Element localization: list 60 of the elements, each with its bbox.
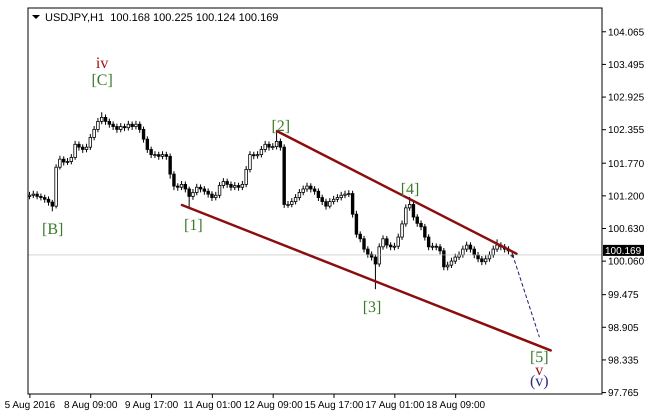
candlestick [119,122,122,133]
candlestick [472,246,476,259]
candlestick [274,132,278,150]
annotation: [C] [91,72,113,89]
candlestick [442,247,446,271]
candlestick [195,183,198,196]
candlestick [461,245,465,258]
candlestick [324,198,328,210]
candlestick [309,182,312,193]
x-tick-label: 11 Aug 01:00 [183,400,242,411]
x-tick-label: 15 Aug 17:00 [304,400,364,411]
candlestick [104,114,108,126]
candlestick [305,182,309,192]
y-tick-label: 97.765 [608,388,640,400]
y-tick-label: 104.065 [608,27,645,38]
annotation: iv [96,55,108,72]
candlestick [484,254,488,266]
x-tick-label: 17 Aug 01:00 [365,400,425,411]
candlestick [290,198,294,208]
candlestick [210,190,214,202]
x-tick-label: 12 Aug 09:00 [244,400,304,411]
annotation: [1] [184,217,203,234]
candlestick [480,255,484,266]
y-tick-label: 99.475 [608,290,640,302]
annotation: [4] [400,181,420,198]
y-tick-label: 100.630 [608,224,645,236]
candlestick [62,156,66,166]
annotation: [3] [362,299,382,316]
candlestick [225,178,229,188]
y-tick-label: 100.060 [608,256,645,268]
y-tick-label: 98.905 [608,322,640,334]
candlestick [191,188,195,200]
candlestick [180,180,184,191]
annotation: [2] [271,118,290,135]
candlestick [328,198,332,209]
y-tick-label: 101.770 [608,158,645,170]
y-tick-label: 102.925 [608,92,645,104]
candlestick [468,242,472,254]
candlestick [73,140,77,160]
x-tick-label: 5 Aug 2016 [4,400,56,411]
y-tick-label: 102.355 [608,125,645,136]
x-tick-label: 18 Aug 09:00 [426,400,486,411]
y-tick-label: 103.495 [608,60,645,71]
chart-title: USDJPY,H1 100.168 100.225 100.124 100.169 [45,12,278,24]
candlestick [450,257,454,269]
x-tick-label: 8 Aug 09:00 [64,400,118,411]
annotation: [B] [42,221,64,238]
candlestick [385,235,389,250]
candlestick [126,120,130,132]
ref-line-label: 100.169 [605,246,642,257]
candlestick [108,118,112,128]
candlestick [115,123,119,134]
y-tick-label: 101.200 [608,191,645,202]
candlestick [316,188,320,202]
candlestick [454,253,457,264]
candlestick [206,188,210,198]
candlestick [218,182,222,199]
y-tick-label: 98.335 [608,355,640,366]
candlestick [298,188,302,201]
x-tick-label: 9 Aug 17:00 [124,400,179,411]
